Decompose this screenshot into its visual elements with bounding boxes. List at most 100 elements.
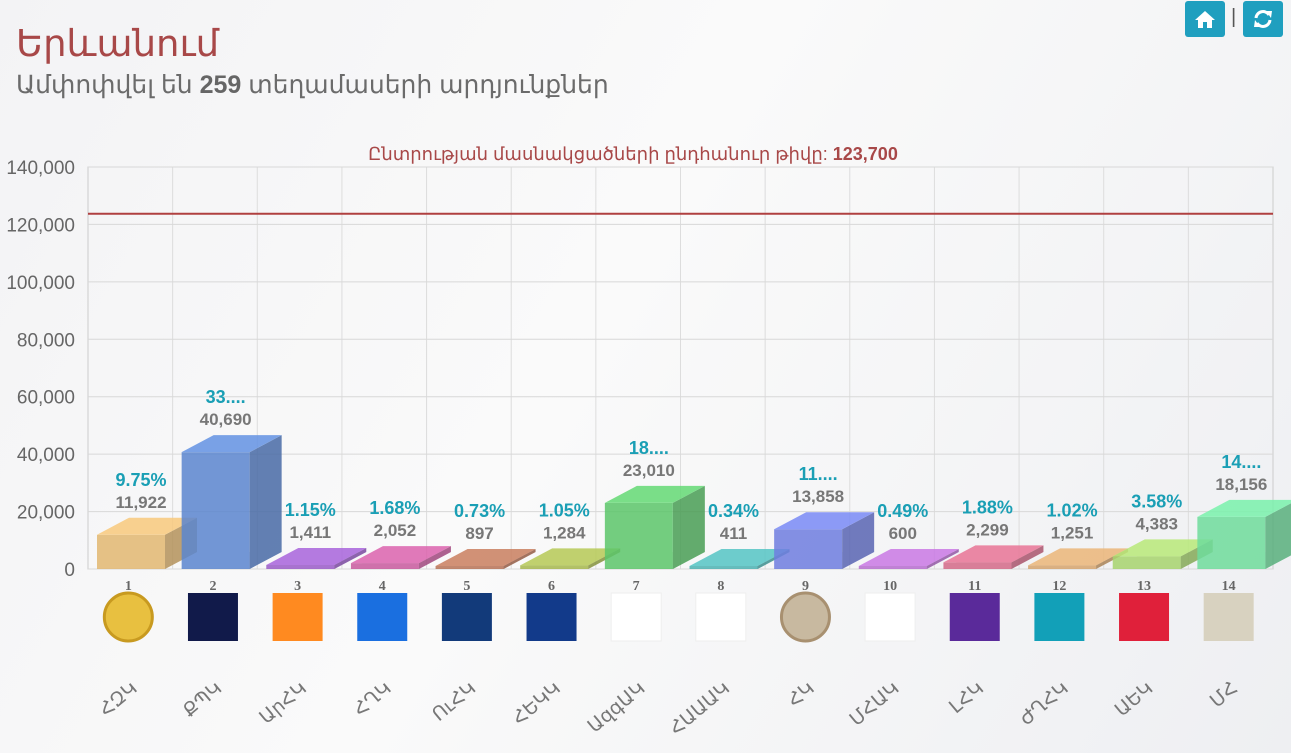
party-number: 1 — [125, 579, 132, 594]
percent-label: 1.68% — [369, 498, 420, 518]
bar — [858, 549, 959, 569]
bar — [1197, 499, 1291, 569]
value-label: 4,383 — [1135, 514, 1178, 533]
x-tick-label: ՔՊԿ — [179, 678, 226, 722]
x-tick-label: ՄՀ — [1206, 678, 1241, 712]
x-tick-label: ՀԵԿԿ — [509, 678, 565, 730]
party-number: 9 — [802, 579, 809, 594]
bar — [604, 485, 705, 569]
party-logo — [695, 592, 747, 642]
value-label: 600 — [889, 524, 917, 543]
y-tick-label: 20,000 — [17, 503, 75, 524]
bar — [520, 548, 621, 569]
party-number: 6 — [548, 579, 555, 594]
x-tick-label: ՀԿ — [784, 678, 819, 712]
bar — [435, 549, 536, 569]
party-logo — [610, 592, 662, 642]
value-label: 1,251 — [1051, 523, 1094, 542]
percent-label: 18.... — [629, 438, 669, 458]
party-logo — [1034, 593, 1085, 641]
bar — [350, 546, 451, 569]
home-icon — [1195, 11, 1215, 28]
party-logo — [441, 593, 492, 641]
home-button[interactable] — [1185, 1, 1225, 37]
bar-front — [689, 566, 758, 569]
party-number: 14 — [1222, 579, 1236, 594]
value-label: 1,411 — [289, 523, 331, 542]
bar-side — [672, 485, 705, 569]
bar-side — [249, 435, 282, 569]
bar-top — [181, 435, 282, 453]
bar-side — [1011, 545, 1044, 569]
y-tick-label: 100,000 — [6, 273, 75, 294]
percent-label: 0.34% — [708, 501, 759, 521]
percent-label: 9.75% — [115, 470, 166, 490]
x-tick-label: ՈւՀԿ — [429, 678, 481, 726]
percent-label: 0.73% — [454, 501, 505, 521]
bar — [1028, 548, 1129, 569]
page-subtitle: Ամփոփվել են 259 տեղամասերի արդյունքներ — [16, 70, 609, 100]
bar-top — [774, 512, 875, 530]
bar-side — [418, 546, 451, 569]
party-number: 13 — [1137, 579, 1151, 594]
bar-top — [1028, 548, 1129, 566]
bar-top — [1197, 499, 1291, 517]
party-number: 11 — [968, 579, 981, 594]
percent-label: 1.88% — [962, 497, 1013, 517]
bar-top — [97, 517, 197, 535]
bar-side — [926, 549, 959, 569]
percent-label: 14.... — [1221, 452, 1261, 472]
divider: | — [1231, 6, 1237, 28]
y-tick-label: 0 — [64, 560, 75, 581]
refresh-icon — [1254, 10, 1272, 28]
x-tick-label: ՀԶԿ — [96, 678, 142, 721]
value-label: 23,010 — [623, 461, 675, 480]
bar — [943, 545, 1044, 569]
y-tick-label: 120,000 — [6, 215, 75, 236]
percent-label: 0.49% — [877, 501, 928, 521]
bar-front — [1028, 565, 1097, 569]
x-tick-label: ԺՂՀԿ — [1016, 678, 1073, 730]
party-number: 12 — [1052, 579, 1066, 594]
bar-top — [520, 548, 621, 566]
bar-front — [858, 566, 927, 569]
party-number: 4 — [379, 579, 386, 594]
x-tick-label: ՄՀԱԿ — [846, 678, 903, 731]
bar-side — [842, 512, 875, 569]
bar-top — [858, 549, 959, 566]
party-logo — [949, 593, 1000, 641]
bar — [689, 549, 790, 569]
bar — [266, 547, 367, 569]
y-tick-label: 140,000 — [6, 158, 75, 179]
bar-top — [689, 549, 790, 566]
value-label: 2,052 — [374, 521, 417, 540]
party-number: 5 — [463, 579, 470, 594]
bar-side — [1265, 503, 1291, 569]
party-number: 8 — [717, 579, 724, 594]
party-logo — [526, 593, 577, 641]
percent-label: 33.... — [206, 387, 246, 407]
x-tick-label: ԱզգԱԿ — [584, 678, 649, 738]
party-logo — [1119, 593, 1170, 641]
value-label: 18,156 — [1215, 475, 1267, 494]
page-title: Երևանում — [16, 23, 220, 64]
x-tick-label: ՀՂԿ — [350, 678, 396, 721]
party-logo — [357, 593, 408, 641]
bar-side — [503, 549, 536, 569]
value-label: 411 — [720, 524, 747, 543]
bar-top — [943, 545, 1044, 563]
value-label: 11,922 — [115, 493, 166, 512]
bar-top — [435, 549, 536, 566]
bar-front — [774, 529, 843, 569]
bar-front — [1197, 516, 1266, 569]
bar-front — [604, 502, 673, 569]
x-tick-label: ԼՀԿ — [946, 678, 988, 718]
party-logo — [272, 593, 323, 641]
x-tick-label: ՀԱԱԱԿ — [666, 678, 734, 740]
party-logo — [1203, 593, 1254, 641]
percent-label: 3.58% — [1131, 491, 1182, 511]
refresh-button[interactable] — [1243, 1, 1283, 37]
percent-label: 1.15% — [285, 500, 336, 520]
party-logo — [102, 591, 154, 643]
